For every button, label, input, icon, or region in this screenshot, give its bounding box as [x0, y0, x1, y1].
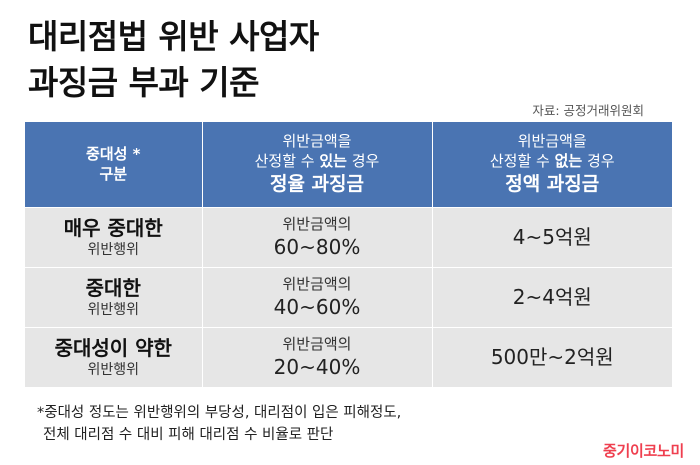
header-col2-big: 정액 과징금	[505, 173, 600, 196]
row-level-cell: 중대한 위반행위	[25, 267, 203, 328]
header-col1-line2-post: 경우	[346, 152, 380, 171]
row-level-cell: 매우 중대한 위반행위	[25, 207, 203, 268]
header-col1-line1: 위반금액을	[282, 132, 352, 151]
brand-logo: 중기이코노미	[602, 442, 684, 460]
row-amount: 4~5억원	[512, 225, 592, 249]
row-level-cell: 중대성이 약한 위반행위	[25, 327, 203, 387]
row-amount: 500만~2억원	[490, 345, 614, 370]
footnote: *중대성 정도는 위반행위의 부당성, 대리점이 입은 피해정도, 전체 대리점…	[37, 402, 401, 446]
footnote-line-1: *중대성 정도는 위반행위의 부당성, 대리점이 입은 피해정도,	[37, 405, 402, 421]
header-fixed-penalty: 위반금액을 산정할 수 없는 경우 정액 과징금	[432, 122, 673, 208]
table-row: 중대성이 약한 위반행위 위반금액의 20~40% 500만~2억원	[25, 327, 672, 387]
row-rate-label: 위반금액의	[282, 275, 352, 293]
row-amount-cell: 500만~2억원	[432, 327, 672, 387]
table-row: 매우 중대한 위반행위 위반금액의 60~80% 4~5억원	[25, 207, 672, 268]
row-rate: 60~80%	[273, 235, 361, 259]
row-level: 중대성이 약한	[54, 335, 172, 360]
row-level-sub: 위반행위	[87, 301, 140, 318]
row-amount-cell: 2~4억원	[432, 267, 672, 328]
header-gubun: 중대성 * 구분	[25, 122, 203, 208]
table-row: 중대한 위반행위 위반금액의 40~60% 2~4억원	[25, 267, 672, 328]
row-level-sub: 위반행위	[87, 241, 140, 258]
row-rate-label: 위반금액의	[282, 335, 352, 354]
penalty-table: 중대성 * 구분 위반금액을 산정할 수 있는 경우 정율 과징금 위반금액을 …	[25, 122, 672, 387]
row-rate-cell: 위반금액의 40~60%	[202, 267, 433, 328]
row-rate-label: 위반금액의	[282, 215, 352, 233]
header-col1-line2-bold: 있는	[319, 152, 347, 171]
row-rate: 20~40%	[273, 355, 361, 380]
header-col2-line1: 위반금액을	[517, 132, 587, 151]
header-col2-line2-post: 경우	[582, 152, 615, 171]
header-rate-penalty: 위반금액을 산정할 수 있는 경우 정율 과징금	[202, 122, 433, 208]
row-level: 매우 중대한	[63, 215, 163, 240]
row-level-sub: 위반행위	[87, 361, 140, 378]
row-rate: 40~60%	[273, 295, 361, 319]
row-level: 중대한	[85, 275, 141, 300]
title-line-1: 대리점법 위반 사업자	[28, 17, 319, 56]
row-rate-cell: 위반금액의 20~40%	[202, 327, 433, 387]
row-rate-cell: 위반금액의 60~80%	[202, 207, 433, 268]
header-col2-line2: 산정할 수 없는 경우	[433, 151, 673, 171]
page-title: 대리점법 위반 사업자 과징금 부과 기준	[28, 14, 319, 106]
header-col1-line2: 산정할 수 있는 경우	[203, 151, 432, 171]
table-header-row: 중대성 * 구분 위반금액을 산정할 수 있는 경우 정율 과징금 위반금액을 …	[25, 122, 673, 208]
header-gubun-line2: 구분	[99, 165, 128, 184]
header-col2-line2-bold: 없는	[554, 152, 583, 171]
header-gubun-line1: 중대성 *	[86, 145, 141, 164]
source-label: 자료: 공정거래위원회	[532, 103, 644, 118]
row-amount-cell: 4~5억원	[432, 207, 672, 268]
title-line-2: 과징금 부과 기준	[28, 63, 259, 102]
header-col2-line2-pre: 산정할 수	[489, 152, 555, 171]
footnote-line-2: 전체 대리점 수 대비 피해 대리점 수 비율로 판단	[43, 427, 334, 443]
header-col1-big: 정율 과징금	[269, 173, 364, 196]
header-col1-line2-pre: 산정할 수	[254, 152, 320, 171]
row-amount: 2~4억원	[512, 285, 592, 309]
